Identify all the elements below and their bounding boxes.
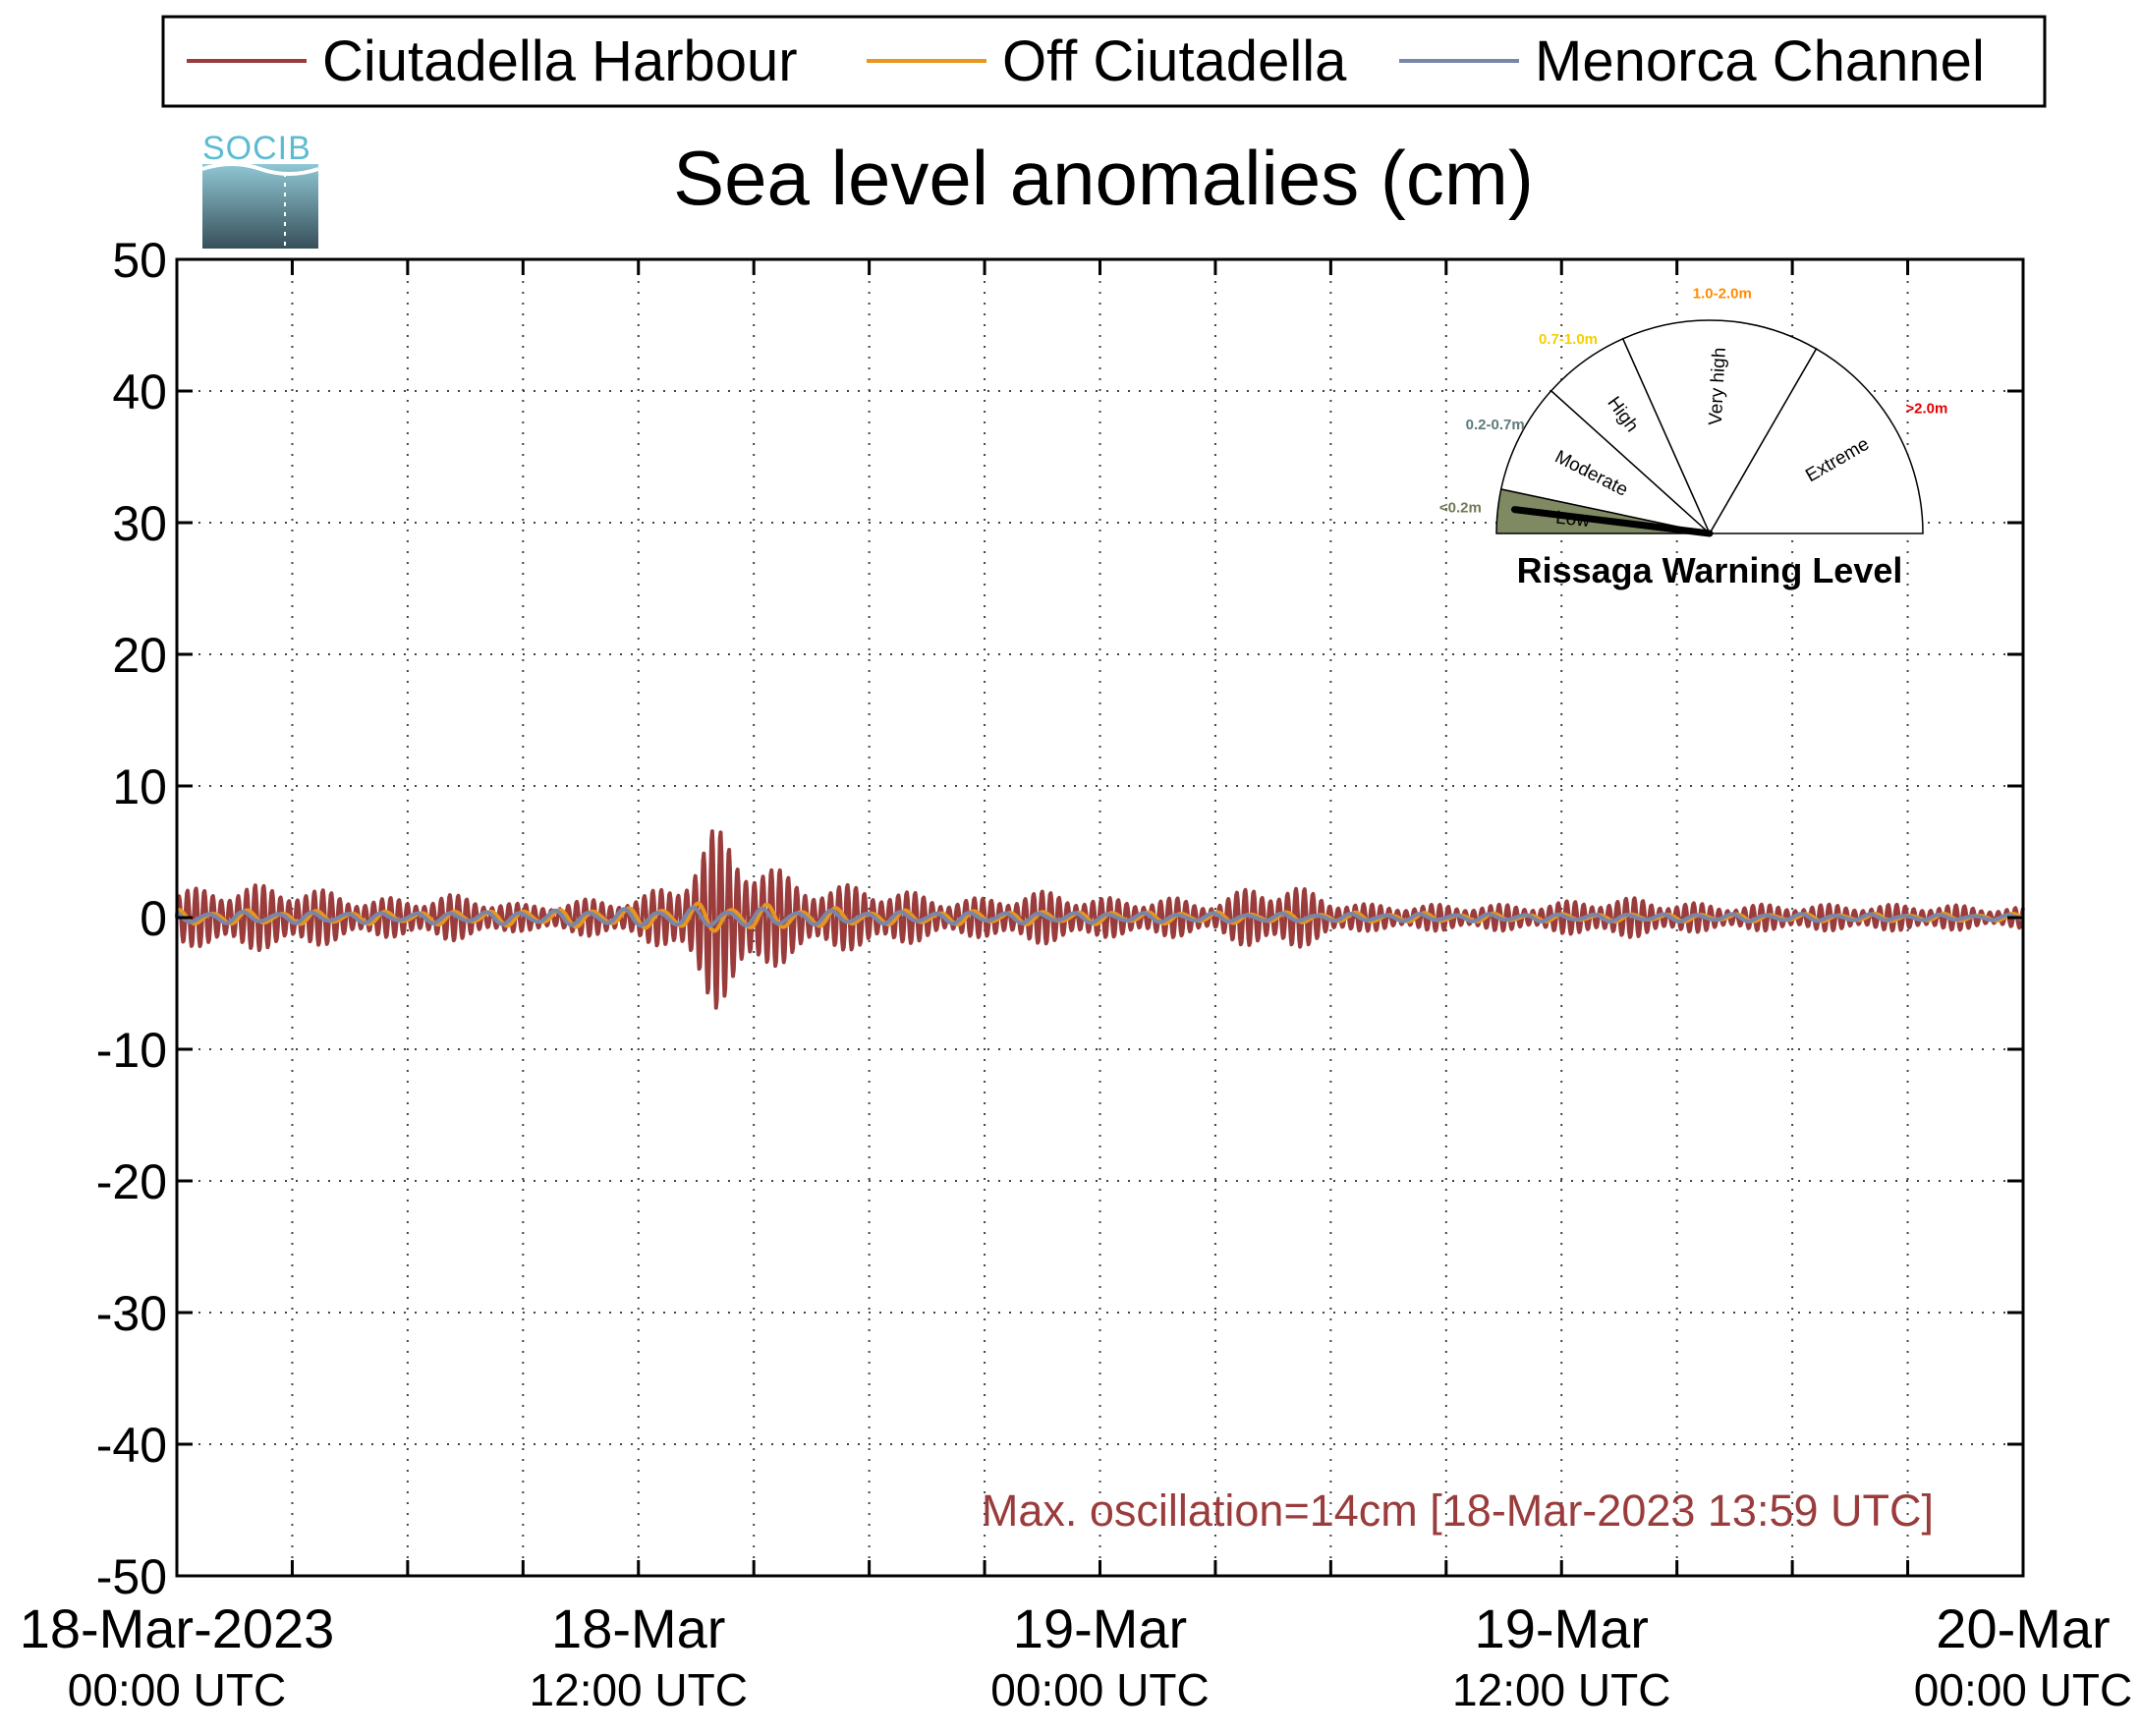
logo-wave-block <box>202 164 318 249</box>
gauge-needle <box>1510 506 1714 537</box>
rissaga-gauge: LowModerateHighVery highExtreme<0.2m0.2-… <box>1439 285 1947 590</box>
max-oscillation-annotation: Max. oscillation=14cm [18-Mar-2023 13:59… <box>982 1485 1934 1536</box>
gauge-range-label: 1.0-2.0m <box>1693 285 1752 302</box>
gauge-range-label: <0.2m <box>1439 499 1482 516</box>
legend: Ciutadella Harbour Off Ciutadella Menorc… <box>161 15 2047 108</box>
y-tick-label: -10 <box>96 1023 167 1078</box>
y-tick-label: -30 <box>96 1286 167 1341</box>
y-axis: 50 40 30 20 10 0 -10 -20 -30 -40 -50 <box>96 233 2023 1604</box>
logo-text: SOCIB <box>202 130 311 167</box>
x-tick-label-date: 19-Mar <box>1475 1597 1649 1659</box>
x-tick-label-time: 00:00 UTC <box>1914 1664 2132 1715</box>
y-tick-label: -50 <box>96 1549 167 1604</box>
gauge-range-label: >2.0m <box>1905 401 1947 418</box>
x-tick-label-date: 19-Mar <box>1013 1597 1187 1659</box>
x-tick-label-date: 20-Mar <box>1936 1597 2110 1659</box>
x-tick-label-time: 00:00 UTC <box>990 1664 1209 1715</box>
chart-title: Sea level anomalies (cm) <box>673 135 1534 221</box>
gauge-sector-moderate <box>1499 389 1713 535</box>
gauge-range-label: 0.2-0.7m <box>1466 417 1525 433</box>
gauge-sector-extreme <box>1708 348 1924 534</box>
y-tick-label: 30 <box>112 496 167 551</box>
series-line-menorca-channel <box>175 905 2024 928</box>
y-tick-label: 10 <box>112 759 167 814</box>
gauge-sector-label: Very high <box>1706 347 1730 425</box>
legend-label-menorca-channel: Menorca Channel <box>1535 29 1985 93</box>
y-tick-label: -20 <box>96 1154 167 1209</box>
y-tick-label: 0 <box>140 891 167 946</box>
y-tick-label: 50 <box>112 233 167 288</box>
gauge-title: Rissaga Warning Level <box>1517 550 1903 590</box>
gauge-range-label: 0.7-1.0m <box>1539 331 1598 348</box>
logo-wave-icon <box>201 162 319 176</box>
y-tick-label: 20 <box>112 628 167 683</box>
legend-label-ciutadella-harbour: Ciutadella Harbour <box>322 29 798 93</box>
legend-label-off-ciutadella: Off Ciutadella <box>1002 29 1347 93</box>
series-line-ciutadella-harbour <box>175 829 2025 1010</box>
series-group <box>175 829 2025 1010</box>
x-tick-label-date: 18-Mar <box>551 1597 725 1659</box>
y-tick-label: 40 <box>112 364 167 420</box>
socib-logo: SOCIB <box>201 130 319 249</box>
x-tick-label-time: 12:00 UTC <box>1452 1664 1670 1715</box>
gauge-sector-very-high <box>1621 319 1818 535</box>
x-tick-label-time: 00:00 UTC <box>68 1664 286 1715</box>
x-tick-label-time: 12:00 UTC <box>530 1664 748 1715</box>
x-tick-label-date: 18-Mar-2023 <box>20 1597 335 1659</box>
y-tick-label: -40 <box>96 1418 167 1473</box>
legend-box <box>161 15 2047 108</box>
